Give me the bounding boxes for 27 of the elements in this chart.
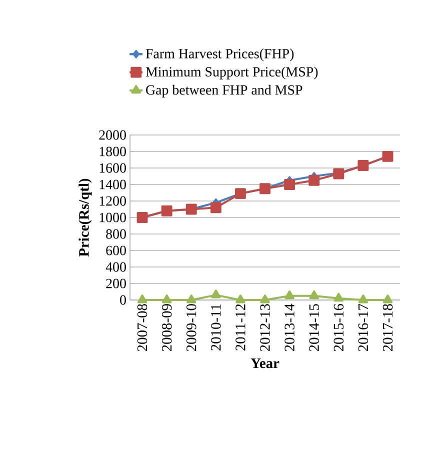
y-tick-label: 1200 [100,196,126,206]
legend-label: Gap between FHP and MSP [146,84,302,98]
y-tick-label: 400 [106,262,126,272]
y-tick-label: 200 [106,278,126,288]
x-tick-label: 2014-15 [309,304,319,352]
y-tick-label: 1600 [100,163,126,173]
x-tick-label: 2008-09 [162,304,172,352]
legend-label: Farm Harvest Prices(FHP) [146,48,294,62]
y-tick-label: 800 [106,229,126,239]
y-tick-label: 600 [106,246,126,256]
legend-label: Minimum Support Price(MSP) [146,66,318,80]
y-tick-label: 1000 [100,212,126,222]
x-tick-label: 2015-16 [334,304,344,352]
x-tick-label: 2010-11 [211,304,221,350]
x-tick-label: 2017-18 [382,304,393,352]
x-tick-label: 2016-17 [358,304,368,352]
y-tick-label: 1400 [100,180,126,190]
y-tick-label: 1800 [100,146,126,156]
x-tick-label: 2012-13 [260,304,270,352]
x-tick-label: 2011-12 [236,304,246,350]
x-axis-title: Year [250,358,280,368]
x-tick-label: 2013-14 [284,304,294,352]
x-tick-label: 2007-08 [137,304,148,352]
y-tick-label: 0 [120,295,126,305]
y-tick-label: 2000 [99,130,126,140]
x-tick-label: 2009-10 [186,304,196,352]
y-axis-title: Price(Rs/qtl) [78,178,92,257]
